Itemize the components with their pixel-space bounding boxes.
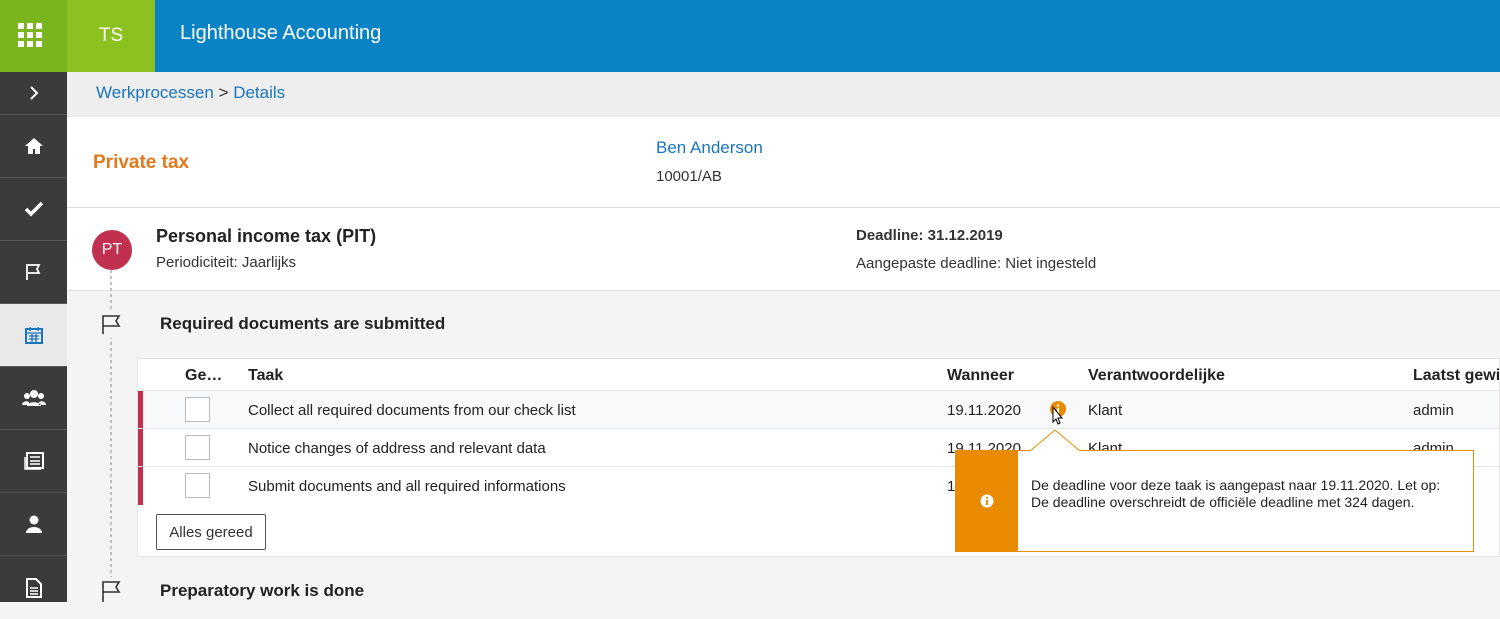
user-initials[interactable]: TS <box>67 0 155 72</box>
task-row: Collect all required documents from our … <box>138 390 1499 429</box>
all-done-button[interactable]: Alles gereed <box>156 514 266 550</box>
breadcrumb-link[interactable]: Werkprocessen <box>96 83 214 102</box>
breadcrumb-separator: > <box>218 83 229 102</box>
row-status <box>138 391 143 429</box>
tooltip-arrow <box>1030 429 1080 452</box>
process-info: PT Personal income tax (PIT) Periodicite… <box>67 208 1500 291</box>
client-name[interactable]: Ben Anderson <box>656 138 763 157</box>
row-status <box>138 467 143 505</box>
process-type: Private tax <box>93 152 190 173</box>
milestones[interactable] <box>0 241 67 304</box>
task-user: admin <box>1413 402 1454 419</box>
task-name: Collect all required documents from our … <box>248 402 576 419</box>
apps-icon <box>18 23 42 47</box>
task-date: 19.11.2020 <box>947 402 1021 419</box>
column-header[interactable]: Taak <box>248 367 284 384</box>
checkbox[interactable] <box>185 473 210 498</box>
page: TS Lighthouse Accounting Werkprocessen >… <box>0 0 1500 602</box>
badge: PT <box>92 230 132 270</box>
documents[interactable] <box>0 556 67 619</box>
milestone-title: Preparatory work is done <box>160 581 365 600</box>
row-status <box>138 429 143 467</box>
breadcrumb-current[interactable]: Details <box>233 83 286 102</box>
breadcrumb: Werkprocessen > Details <box>67 72 1500 117</box>
task-table: Ge… Taak Wanneer Verantwoordelijke Laats… <box>137 358 1500 557</box>
column-header[interactable]: Laatst gewi <box>1413 367 1500 384</box>
column-header[interactable]: Verantwoordelijke <box>1088 367 1225 384</box>
news[interactable] <box>0 430 67 493</box>
top-bar <box>0 0 1500 72</box>
milestone-title: Required documents are submitted <box>160 314 446 333</box>
info-icon[interactable] <box>1047 399 1071 427</box>
apps-menu[interactable] <box>0 0 67 72</box>
profile[interactable] <box>0 493 67 556</box>
expand[interactable] <box>0 72 67 115</box>
column-header[interactable]: Ge… <box>185 367 223 384</box>
tasks[interactable] <box>0 178 67 241</box>
clients[interactable] <box>0 367 67 430</box>
tooltip-icon <box>956 451 1018 551</box>
tooltip-text: De deadline voor deze taak is aangepast … <box>1031 477 1441 510</box>
client-id: 10001/AB <box>656 168 722 185</box>
calendar[interactable] <box>0 304 67 367</box>
process-title: Personal income tax (PIT) <box>156 226 377 246</box>
checkbox[interactable] <box>185 397 210 422</box>
home[interactable] <box>0 115 67 178</box>
column-header[interactable]: Wanneer <box>947 367 1014 384</box>
task-name: Submit documents and all required inform… <box>248 478 566 495</box>
tooltip: De deadline voor deze taak is aangepast … <box>955 450 1474 552</box>
checkbox[interactable] <box>185 435 210 460</box>
task-name: Notice changes of address and relevant d… <box>248 440 546 457</box>
timeline <box>98 270 124 602</box>
app-title: Lighthouse Accounting <box>180 22 382 44</box>
sidebar <box>0 72 67 602</box>
adjusted-deadline: Aangepaste deadline: Niet ingesteld <box>856 255 1097 272</box>
deadline: Deadline: 31.12.2019 <box>856 227 1003 244</box>
periodicity: Periodiciteit: Jaarlijks <box>156 254 297 271</box>
task-responsible: Klant <box>1088 402 1123 419</box>
header: Private tax Ben Anderson 10001/AB <box>67 117 1500 208</box>
